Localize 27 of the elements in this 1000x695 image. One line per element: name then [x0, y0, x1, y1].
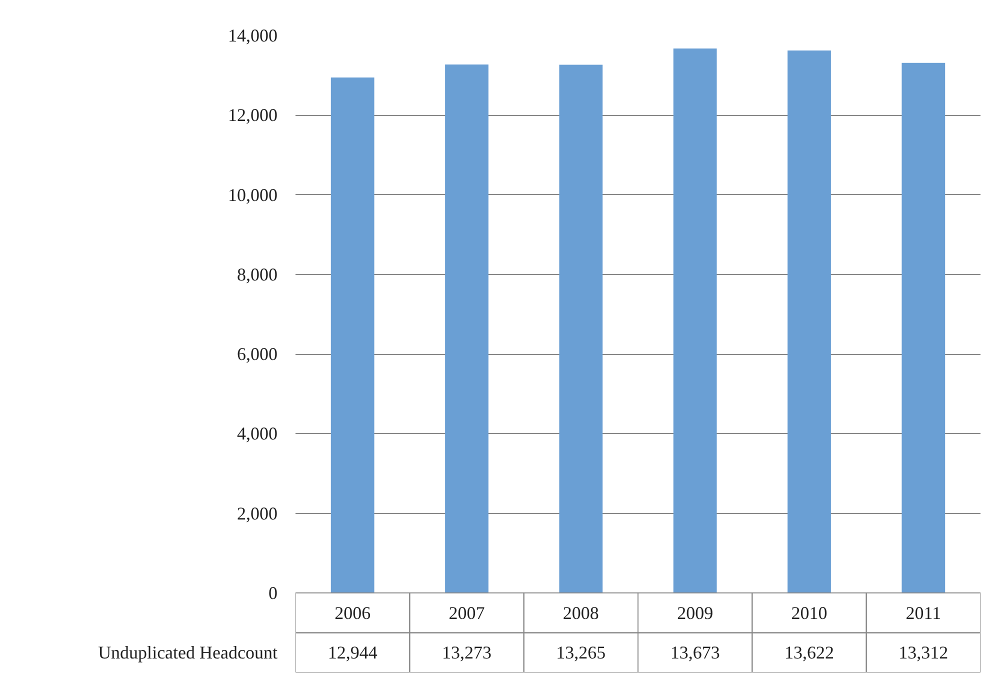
y-tick-label: 6,000 — [237, 344, 278, 364]
data-label: 13,312 — [898, 642, 948, 663]
y-tick-label: 8,000 — [237, 264, 278, 284]
bar — [788, 50, 831, 593]
x-tick-label: 2010 — [791, 602, 828, 623]
bar — [673, 48, 717, 593]
x-tick-label: 2008 — [562, 602, 599, 623]
data-label: 12,944 — [328, 642, 378, 663]
bar — [330, 78, 374, 593]
x-tick-label: 2011 — [906, 602, 942, 623]
y-tick-label: 4,000 — [237, 424, 278, 444]
data-label: 13,265 — [556, 642, 606, 663]
y-tick-label: 12,000 — [228, 105, 278, 126]
data-label: 13,273 — [442, 642, 492, 663]
y-tick-label: 14,000 — [228, 26, 278, 46]
bar — [902, 62, 946, 593]
text: Unduplicated Headcount — [98, 642, 278, 663]
x-tick-label: 2006 — [334, 602, 371, 623]
data-label: 13,673 — [670, 642, 720, 663]
x-tick-label: 2007 — [448, 602, 485, 623]
x-tick-label: 2009 — [677, 602, 714, 623]
bar — [559, 64, 603, 593]
data-label: 13,622 — [784, 642, 834, 663]
y-tick-label: 2,000 — [237, 503, 278, 524]
y-tick-label: 10,000 — [228, 184, 278, 205]
bar — [445, 64, 488, 593]
y-tick-label: 0 — [268, 582, 278, 603]
